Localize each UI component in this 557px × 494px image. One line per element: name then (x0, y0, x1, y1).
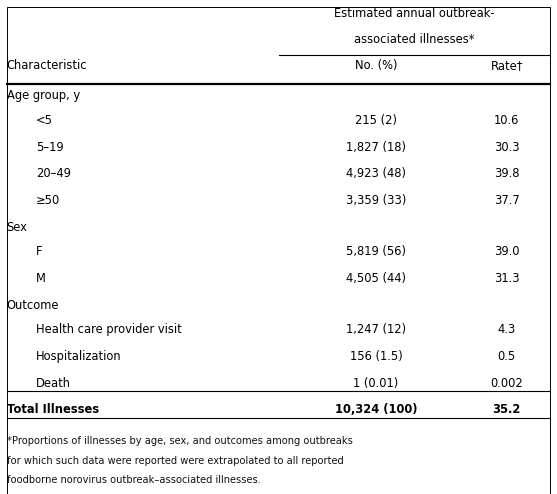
Text: Rate†: Rate† (491, 59, 523, 72)
Text: 20–49: 20–49 (36, 167, 71, 180)
Text: 0.5: 0.5 (498, 350, 516, 363)
Text: 1,247 (12): 1,247 (12) (346, 324, 406, 336)
Text: <5: <5 (36, 114, 53, 127)
Text: 1,827 (18): 1,827 (18) (346, 141, 406, 154)
Text: associated illnesses*: associated illnesses* (354, 33, 475, 46)
Text: 1 (0.01): 1 (0.01) (353, 377, 399, 390)
Text: 10.6: 10.6 (494, 114, 520, 127)
Text: 4.3: 4.3 (498, 324, 516, 336)
Text: 0.002: 0.002 (491, 377, 523, 390)
Text: 5,819 (56): 5,819 (56) (346, 246, 406, 258)
Text: M: M (36, 272, 46, 285)
Text: 4,505 (44): 4,505 (44) (346, 272, 406, 285)
Text: 3,359 (33): 3,359 (33) (346, 194, 406, 207)
Text: *Proportions of illnesses by age, sex, and outcomes among outbreaks: *Proportions of illnesses by age, sex, a… (7, 436, 353, 446)
Text: Outcome: Outcome (7, 299, 59, 312)
Text: 156 (1.5): 156 (1.5) (350, 350, 402, 363)
Text: 37.7: 37.7 (494, 194, 520, 207)
Text: 215 (2): 215 (2) (355, 114, 397, 127)
Text: Total Illnesses: Total Illnesses (7, 404, 99, 416)
Text: Sex: Sex (7, 221, 27, 234)
Text: Health care provider visit: Health care provider visit (36, 324, 182, 336)
Text: Age group, y: Age group, y (7, 89, 80, 102)
Text: for which such data were reported were extrapolated to all reported: for which such data were reported were e… (7, 456, 344, 466)
Text: 31.3: 31.3 (494, 272, 520, 285)
Text: Hospitalization: Hospitalization (36, 350, 122, 363)
Text: 39.8: 39.8 (494, 167, 520, 180)
Text: 10,324 (100): 10,324 (100) (335, 404, 417, 416)
Text: 4,923 (48): 4,923 (48) (346, 167, 406, 180)
Text: 30.3: 30.3 (494, 141, 520, 154)
Text: 5–19: 5–19 (36, 141, 64, 154)
Text: No. (%): No. (%) (355, 59, 397, 72)
Text: 39.0: 39.0 (494, 246, 520, 258)
Text: F: F (36, 246, 43, 258)
Text: ≥50: ≥50 (36, 194, 61, 207)
Text: Estimated annual outbreak-: Estimated annual outbreak- (334, 7, 495, 20)
Text: Characteristic: Characteristic (7, 59, 87, 72)
Text: Death: Death (36, 377, 71, 390)
Text: 35.2: 35.2 (493, 404, 521, 416)
Text: foodborne norovirus outbreak–associated illnesses.: foodborne norovirus outbreak–associated … (7, 476, 261, 486)
